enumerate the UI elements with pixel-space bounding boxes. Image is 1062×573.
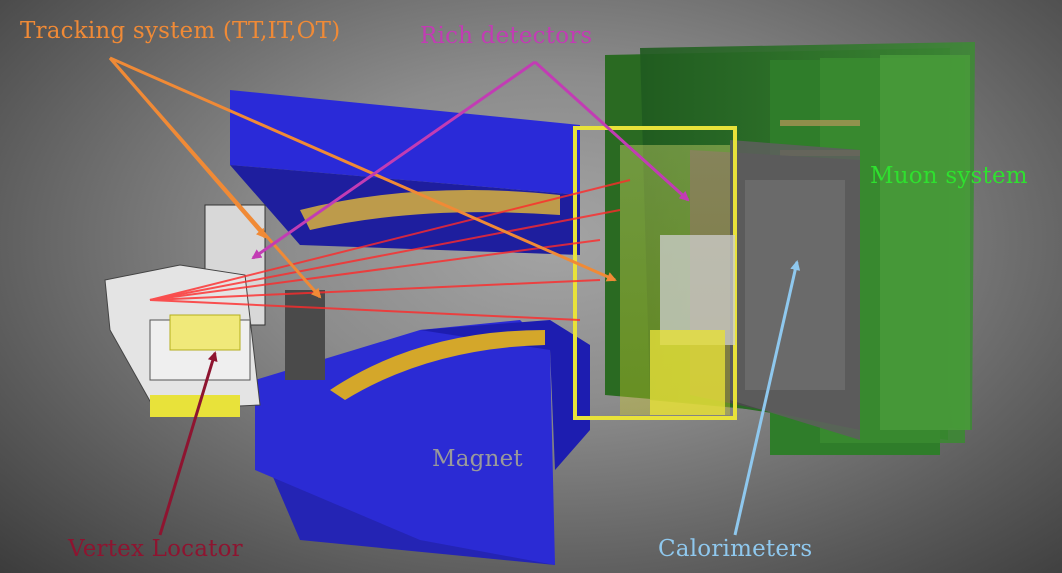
rich-detectors-label: Rich detectors [420,23,593,49]
magnet-structure [230,90,590,565]
muon-system-label: Muon system [870,163,1028,189]
calorimeters-label: Calorimeters [658,536,813,562]
tracking-arrows [108,56,617,299]
rich-arrows [251,60,690,260]
vertex-locator-structure [104,204,325,417]
tracking-system-label: Tracking system (TT,IT,OT) [20,18,341,44]
magnet-label: Magnet [432,446,523,472]
calorimeter-arrow [733,260,801,536]
calorimeter-structure [690,140,860,440]
tracking-arrow-2 [108,57,322,299]
particle-tracks [149,179,631,321]
tracking-arrow-3 [109,56,617,282]
vertex-locator-label: Vertex Locator [68,536,243,562]
magnet-coils [300,190,560,400]
rich-arrow-2 [533,60,690,202]
vertex-arrow [158,351,218,536]
rich-arrow-1 [251,60,536,260]
